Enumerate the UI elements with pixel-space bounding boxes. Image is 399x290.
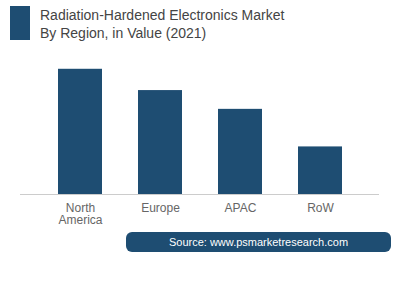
html-text:By Region, in Value (2021): By Region, in Value (2021) (40, 25, 207, 42)
svg-text:Europe: Europe (141, 201, 180, 215)
html-text:Radiation-Hardened Electronics: Radiation-Hardened Electronics Market (40, 7, 285, 23)
svg-text:RoW: RoW (307, 201, 334, 215)
svg-text:APAC: APAC (225, 201, 257, 215)
html-text:Source: www.psmarketresearch.c: Source: www.psmarketresearch.com (168, 236, 349, 249)
svg-text:NorthAmerica: NorthAmerica (58, 201, 102, 227)
